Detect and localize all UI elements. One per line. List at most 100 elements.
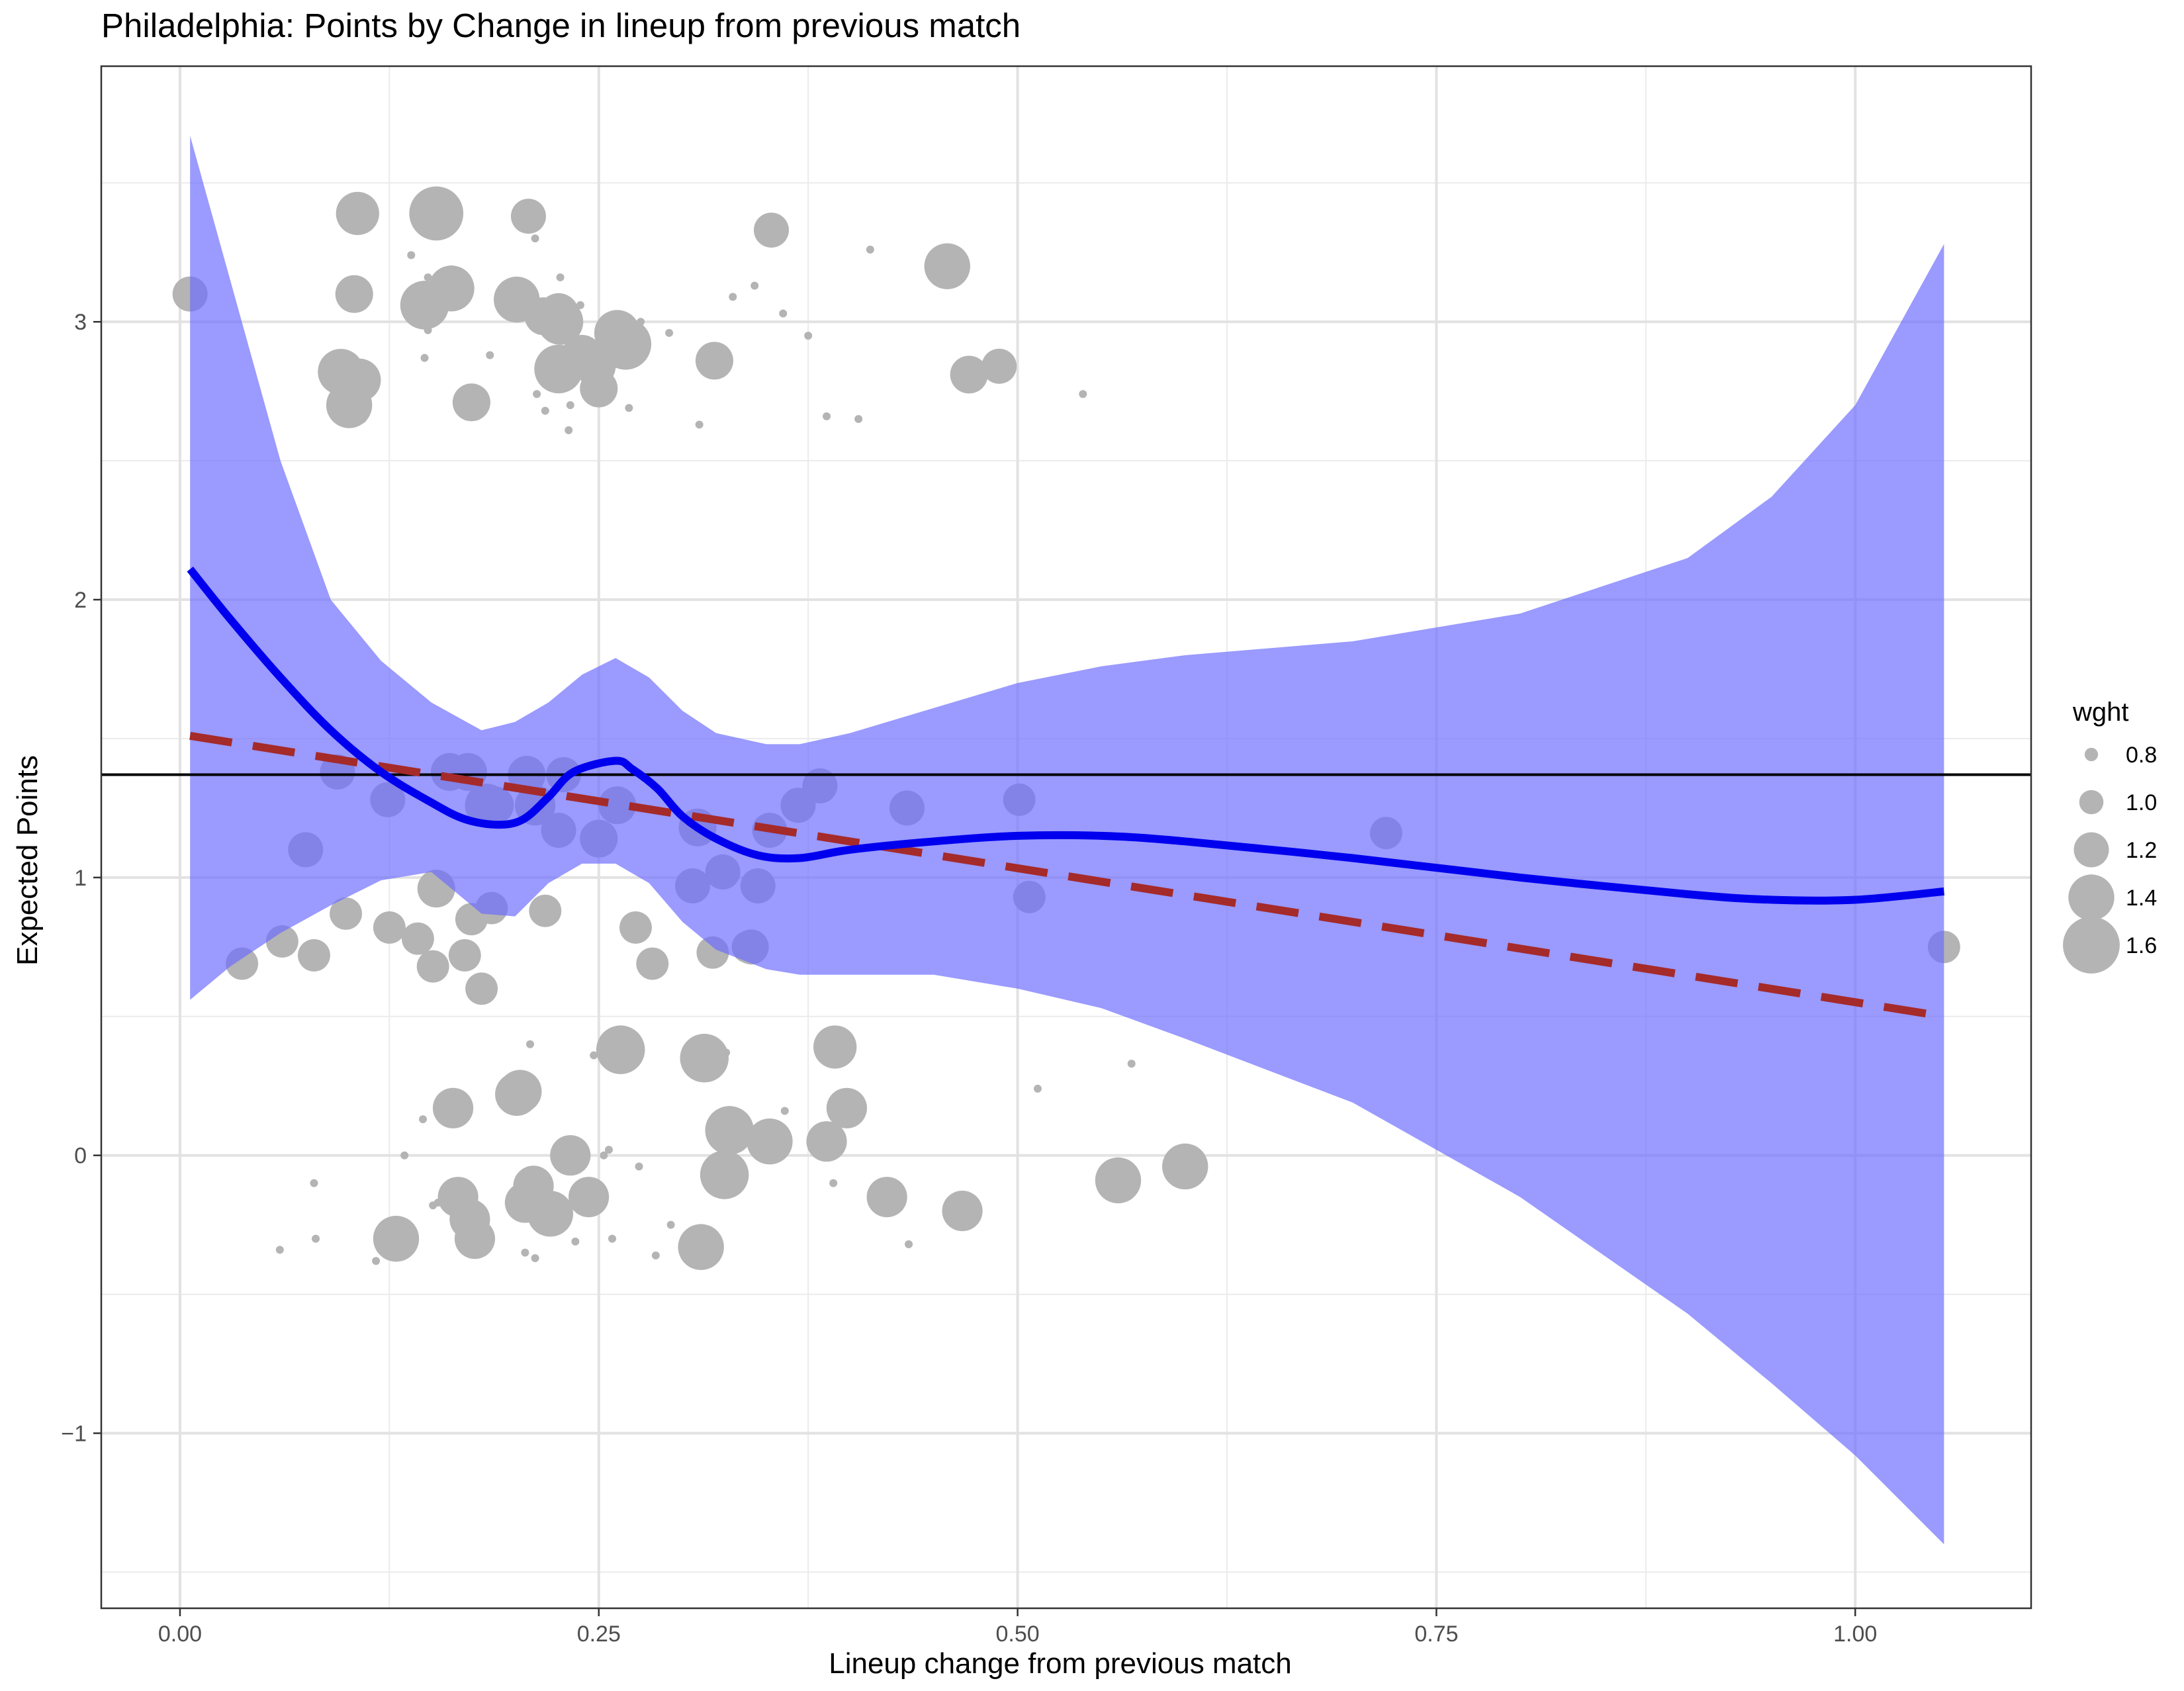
data-point — [424, 326, 432, 334]
data-point — [854, 415, 863, 424]
data-point — [558, 381, 567, 390]
y-axis-label: Expected Points — [11, 755, 44, 966]
data-point — [504, 1182, 546, 1223]
data-point — [416, 950, 449, 983]
data-point — [747, 1119, 793, 1165]
y-axis: −1 0 1 2 3 — [61, 310, 101, 1447]
data-point — [700, 1150, 749, 1199]
data-point — [744, 1120, 752, 1129]
data-point — [498, 1070, 542, 1113]
data-point — [942, 1191, 983, 1232]
data-point — [428, 265, 475, 312]
data-point — [407, 251, 416, 259]
legend: wght 0.8 1.0 1.2 1.4 1.6 — [2063, 698, 2157, 974]
data-point — [449, 1199, 490, 1240]
y-tick-label: 2 — [74, 588, 87, 613]
data-point — [433, 1199, 442, 1207]
data-point — [461, 1095, 469, 1104]
data-point — [635, 1162, 643, 1171]
data-point — [531, 1254, 539, 1263]
data-point — [866, 246, 874, 254]
data-point — [373, 911, 406, 944]
legend-label: 0.8 — [2126, 743, 2157, 768]
data-point — [608, 1234, 617, 1243]
data-point — [566, 401, 574, 410]
data-point — [358, 415, 367, 424]
y-tick-label: 1 — [74, 866, 87, 891]
y-tick-label: 3 — [74, 310, 87, 335]
data-point — [541, 406, 549, 415]
data-point — [625, 404, 633, 412]
data-point — [604, 1146, 613, 1154]
data-point — [666, 1220, 675, 1229]
data-point — [420, 353, 429, 362]
legend-title: wght — [2072, 698, 2129, 727]
data-point — [601, 1046, 610, 1054]
data-point — [829, 1179, 838, 1187]
data-point — [1033, 1084, 1042, 1093]
data-point — [510, 199, 546, 234]
data-point — [571, 367, 580, 376]
data-point — [705, 1106, 754, 1155]
data-point — [866, 1177, 907, 1218]
data-point — [813, 1025, 857, 1069]
data-point — [651, 1251, 660, 1259]
data-point — [454, 1098, 463, 1107]
data-point — [680, 1034, 729, 1083]
data-point — [568, 376, 576, 385]
data-point — [572, 315, 581, 324]
legend-label: 1.2 — [2126, 838, 2157, 863]
data-point — [924, 243, 970, 289]
linear-fit-line — [189, 731, 1945, 1021]
data-point — [636, 947, 669, 980]
data-point — [571, 1237, 580, 1246]
data-point — [722, 1048, 731, 1057]
data-point — [729, 293, 737, 301]
data-point — [486, 351, 494, 359]
plot-panel — [100, 65, 2032, 1610]
data-point — [779, 309, 788, 318]
data-point — [538, 293, 579, 334]
data-point — [695, 342, 733, 380]
data-point — [905, 1240, 913, 1249]
data-point — [826, 1087, 868, 1128]
data-point — [806, 1121, 847, 1162]
data-point — [335, 275, 373, 313]
confidence-ribbon — [190, 136, 1944, 1545]
data-point — [823, 412, 831, 420]
legend-key — [2079, 790, 2104, 815]
smooth-fit-line — [187, 567, 1944, 905]
data-point — [424, 273, 432, 282]
data-point — [1127, 1060, 1136, 1068]
x-tick-label: 1.00 — [1833, 1622, 1877, 1647]
data-point — [1095, 1157, 1142, 1204]
data-point — [1079, 390, 1087, 398]
data-point — [619, 911, 652, 944]
data-point — [312, 1234, 320, 1243]
legend-key — [2063, 917, 2120, 974]
data-point — [298, 938, 330, 972]
legend-items: 0.8 1.0 1.2 1.4 1.6 — [2063, 743, 2157, 974]
legend-label: 1.0 — [2126, 790, 2157, 815]
data-point — [613, 337, 621, 345]
legend-key — [2073, 832, 2109, 868]
data-point — [533, 390, 541, 398]
data-point — [804, 332, 813, 340]
data-point — [529, 894, 562, 927]
data-point — [336, 191, 379, 236]
y-tick-label: −1 — [61, 1422, 87, 1447]
data-point — [754, 212, 789, 248]
chart-title: Philadelphia: Points by Change in lineup… — [101, 7, 1021, 44]
data-point — [432, 1087, 474, 1128]
data-point — [531, 234, 539, 243]
data-point — [665, 329, 674, 338]
data-point — [580, 369, 618, 408]
data-point — [852, 1107, 861, 1115]
data-point — [372, 1257, 381, 1265]
data-point — [780, 1107, 789, 1115]
legend-label: 1.4 — [2126, 886, 2157, 911]
data-point — [401, 922, 434, 955]
data-point — [330, 897, 363, 930]
